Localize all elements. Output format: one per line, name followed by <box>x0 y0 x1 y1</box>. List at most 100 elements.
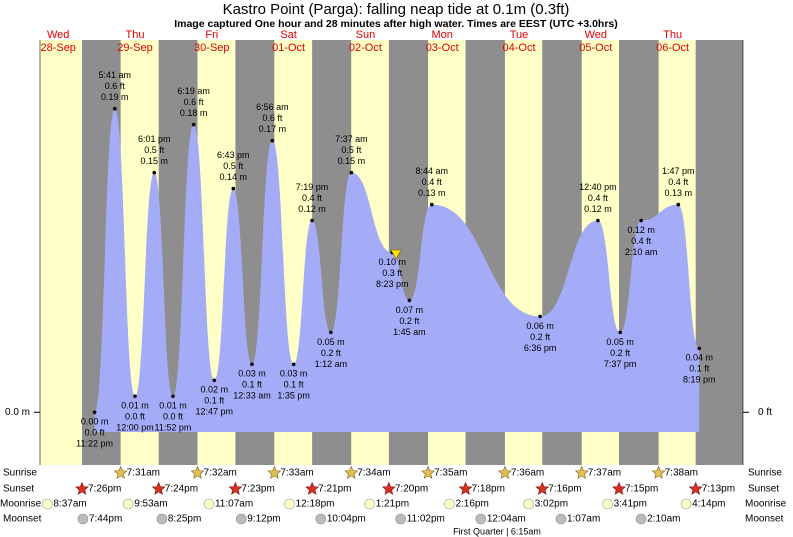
tide-label: 6:56 am <box>256 102 289 112</box>
moonrise-icon <box>284 498 295 510</box>
sunset-icon <box>612 481 626 495</box>
row-time: 7:16pm <box>548 484 581 495</box>
day-date: 01-Oct <box>272 42 305 54</box>
sunset-icon <box>228 481 243 495</box>
tide-label: 7:19 pm <box>296 182 329 192</box>
tide-label: 8:23 pm <box>376 279 409 289</box>
tide-label: 0.17 m <box>259 124 287 134</box>
tide-label: 0.0 ft <box>85 428 106 438</box>
row-time: 1:21pm <box>376 499 409 510</box>
day-name: Mon <box>431 29 452 41</box>
sunset-icon <box>535 481 550 495</box>
row-time: 7:20pm <box>395 484 428 495</box>
tide-label: 0.01 m <box>159 401 187 411</box>
tide-point <box>407 298 412 303</box>
tide-point <box>212 378 217 383</box>
sunset-icon <box>688 481 703 495</box>
tide-point <box>697 346 702 351</box>
row-time: 12:18pm <box>296 499 335 510</box>
tide-label: 0.6 ft <box>105 81 126 91</box>
tide-label: 2:10 am <box>625 247 658 257</box>
row-time: 7:15pm <box>625 484 658 495</box>
moonset-icon <box>77 513 89 525</box>
row-time: 1:07am <box>567 514 600 525</box>
tide-label: 0.15 m <box>140 156 168 166</box>
tide-point <box>270 138 275 143</box>
sunrise-icon <box>421 465 435 479</box>
chart-subtitle: Image captured One hour and 28 minutes a… <box>174 18 618 30</box>
tide-label: 0.10 m <box>378 257 406 267</box>
day-name: Sat <box>280 29 297 41</box>
row-time: 7:36am <box>511 468 544 479</box>
tide-label: 7:37 pm <box>604 359 637 369</box>
tide-label: 0.6 ft <box>184 97 205 107</box>
tide-label: 0.5 ft <box>144 145 165 155</box>
tide-label: 0.15 m <box>338 156 366 166</box>
row-time: 7:21pm <box>318 484 351 495</box>
day-date: 06-Oct <box>656 42 689 54</box>
tide-point <box>538 314 542 319</box>
tide-label: 0.12 m <box>584 204 612 214</box>
moonrise-icon <box>602 498 613 510</box>
tide-label: 0.18 m <box>180 108 208 118</box>
tide-point <box>112 106 117 111</box>
tide-label: 0.1 ft <box>242 380 263 390</box>
tide-point <box>618 330 622 335</box>
tide-label: 6:19 am <box>177 86 210 96</box>
row-time: 7:31am <box>127 468 160 479</box>
tide-point <box>291 362 296 367</box>
row-time: 3:41pm <box>614 499 647 510</box>
tide-point <box>171 394 175 399</box>
moonset-icon <box>395 513 407 525</box>
tide-label: 0.2 ft <box>399 316 420 326</box>
day-name: Tue <box>510 29 529 41</box>
row-time: 11:07am <box>215 499 253 510</box>
row-time: 2:16pm <box>455 499 488 510</box>
tide-label: 0.00 m <box>81 417 109 427</box>
moonrise-icon <box>42 498 53 510</box>
tide-label: 0.03 m <box>280 369 308 379</box>
tide-label: 0.4 ft <box>422 177 443 187</box>
row-time: 7:44pm <box>89 514 122 525</box>
tide-label: 6:36 pm <box>524 343 557 353</box>
tide-label: 0.2 ft <box>610 348 631 358</box>
tide-label: 11:22 pm <box>76 439 113 449</box>
tide-label: 0.13 m <box>418 188 446 198</box>
tide-point <box>639 218 643 223</box>
row-time: 9:12pm <box>247 514 280 525</box>
row-time: 7:37am <box>588 468 621 479</box>
moonset-icon <box>156 513 168 525</box>
sunrise-icon <box>497 465 512 479</box>
tide-label: 0.4 ft <box>588 193 609 203</box>
day-name: Wed <box>585 29 607 41</box>
tide-label: 0.07 m <box>396 305 424 315</box>
tide-label: 12:33 am <box>233 391 271 401</box>
row-time: 2:10am <box>647 514 680 525</box>
tide-label: 0.05 m <box>606 337 634 347</box>
moonset-icon <box>315 513 327 525</box>
tide-label: 5:41 am <box>99 70 132 80</box>
tide-label: 0.01 m <box>121 401 149 411</box>
tide-label: 0.0 ft <box>125 412 146 422</box>
tide-label: 11:52 pm <box>155 423 192 433</box>
tide-label: 0.4 ft <box>302 193 323 203</box>
sunset-icon <box>305 481 320 495</box>
tide-label: 0.06 m <box>526 321 554 331</box>
tide-label: 0.03 m <box>238 369 266 379</box>
sunset-icon <box>458 481 473 495</box>
row-time: 7:26pm <box>88 484 121 495</box>
moon-phase: First Quarter | 6:15am <box>453 526 541 536</box>
tide-label: 7:37 am <box>335 134 368 144</box>
tide-label: 0.12 m <box>627 225 655 235</box>
row-label: Moonset <box>3 514 42 525</box>
day-name: Thu <box>126 29 145 41</box>
sunrise-icon <box>574 465 589 479</box>
tide-label: 0.4 ft <box>668 177 689 187</box>
moonrise-icon <box>523 498 535 510</box>
tide-point <box>250 362 254 367</box>
day-date: 03-Oct <box>426 42 459 54</box>
row-label: Moonset <box>745 514 784 525</box>
sunrise-icon <box>190 465 205 479</box>
tide-label: 6:43 pm <box>217 150 250 160</box>
